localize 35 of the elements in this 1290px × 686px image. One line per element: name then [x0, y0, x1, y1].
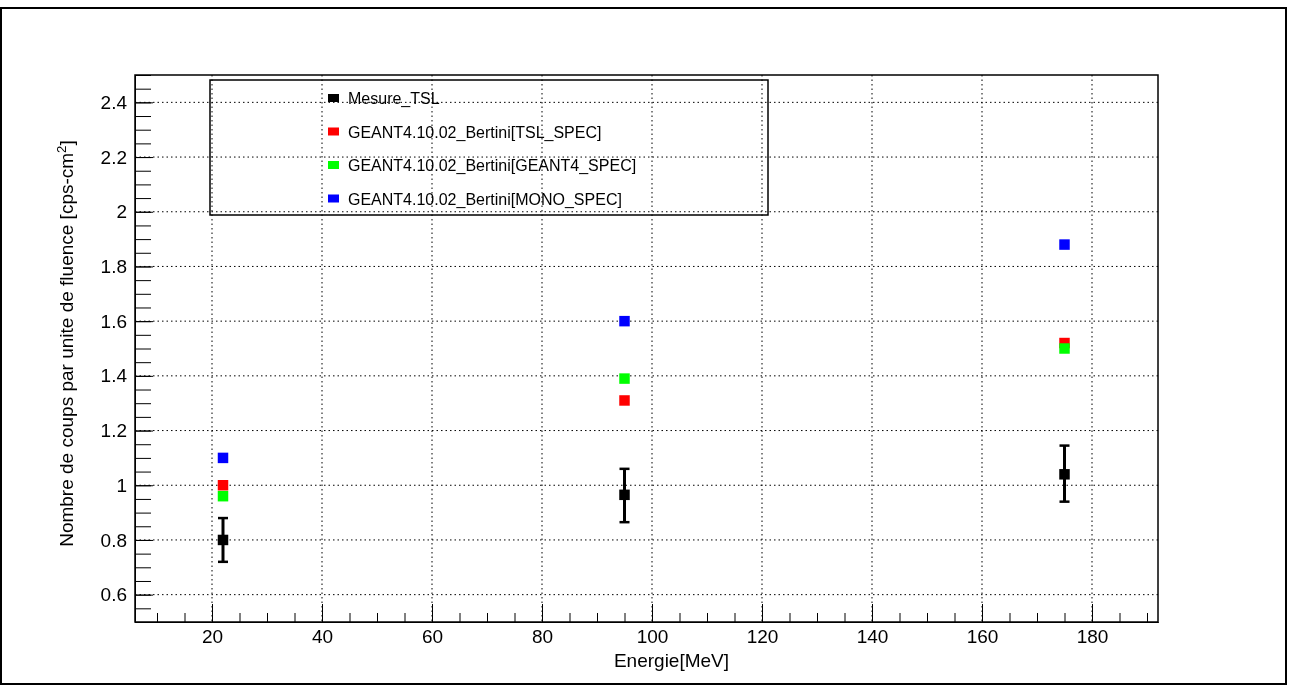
y-tick-label: 0.6: [100, 584, 127, 606]
legend-label: Mesure_TSL: [348, 90, 440, 108]
x-tick-label: 80: [531, 626, 554, 648]
x-tick-label: 100: [636, 626, 669, 648]
x-tick-label: 60: [421, 626, 444, 648]
point: [217, 534, 229, 546]
point: [217, 452, 229, 464]
point: [619, 315, 630, 327]
x-tick-label: 20: [201, 626, 224, 648]
point: [217, 480, 229, 491]
point: [1059, 469, 1070, 480]
legend-label: GEANT4.10.02_Bertini[GEANT4_SPEC]: [348, 157, 637, 175]
y-tick-label: 1: [116, 474, 127, 496]
y-tick-label: 2.4: [100, 91, 128, 113]
point: [1059, 343, 1070, 354]
point: [619, 373, 630, 384]
x-axis-title: Energie[MeV]: [613, 650, 730, 671]
x-tick-label: 40: [311, 626, 334, 648]
x-tick-label: 160: [966, 626, 999, 648]
point: [217, 490, 229, 502]
x-tick-label: 120: [746, 626, 779, 648]
x-tick-label: 180: [1076, 626, 1109, 648]
point: [619, 489, 630, 501]
y-tick-label: 0.8: [100, 529, 127, 551]
point: [1059, 239, 1070, 250]
point: [619, 395, 630, 406]
y-tick-label: 2: [116, 201, 127, 223]
legend-label: GEANT4.10.02_Bertini[TSL_SPEC]: [348, 123, 602, 142]
y-tick-label: 1.4: [100, 365, 128, 387]
y-tick-label: 1.2: [100, 420, 127, 442]
y-tick-label: 1.6: [100, 310, 127, 332]
y-tick-label: 2.2: [100, 146, 127, 168]
legend-label: GEANT4.10.02_Bertini[MONO_SPEC]: [348, 190, 622, 209]
y-tick-label: 1.8: [100, 256, 127, 278]
x-tick-label: 140: [856, 626, 889, 648]
